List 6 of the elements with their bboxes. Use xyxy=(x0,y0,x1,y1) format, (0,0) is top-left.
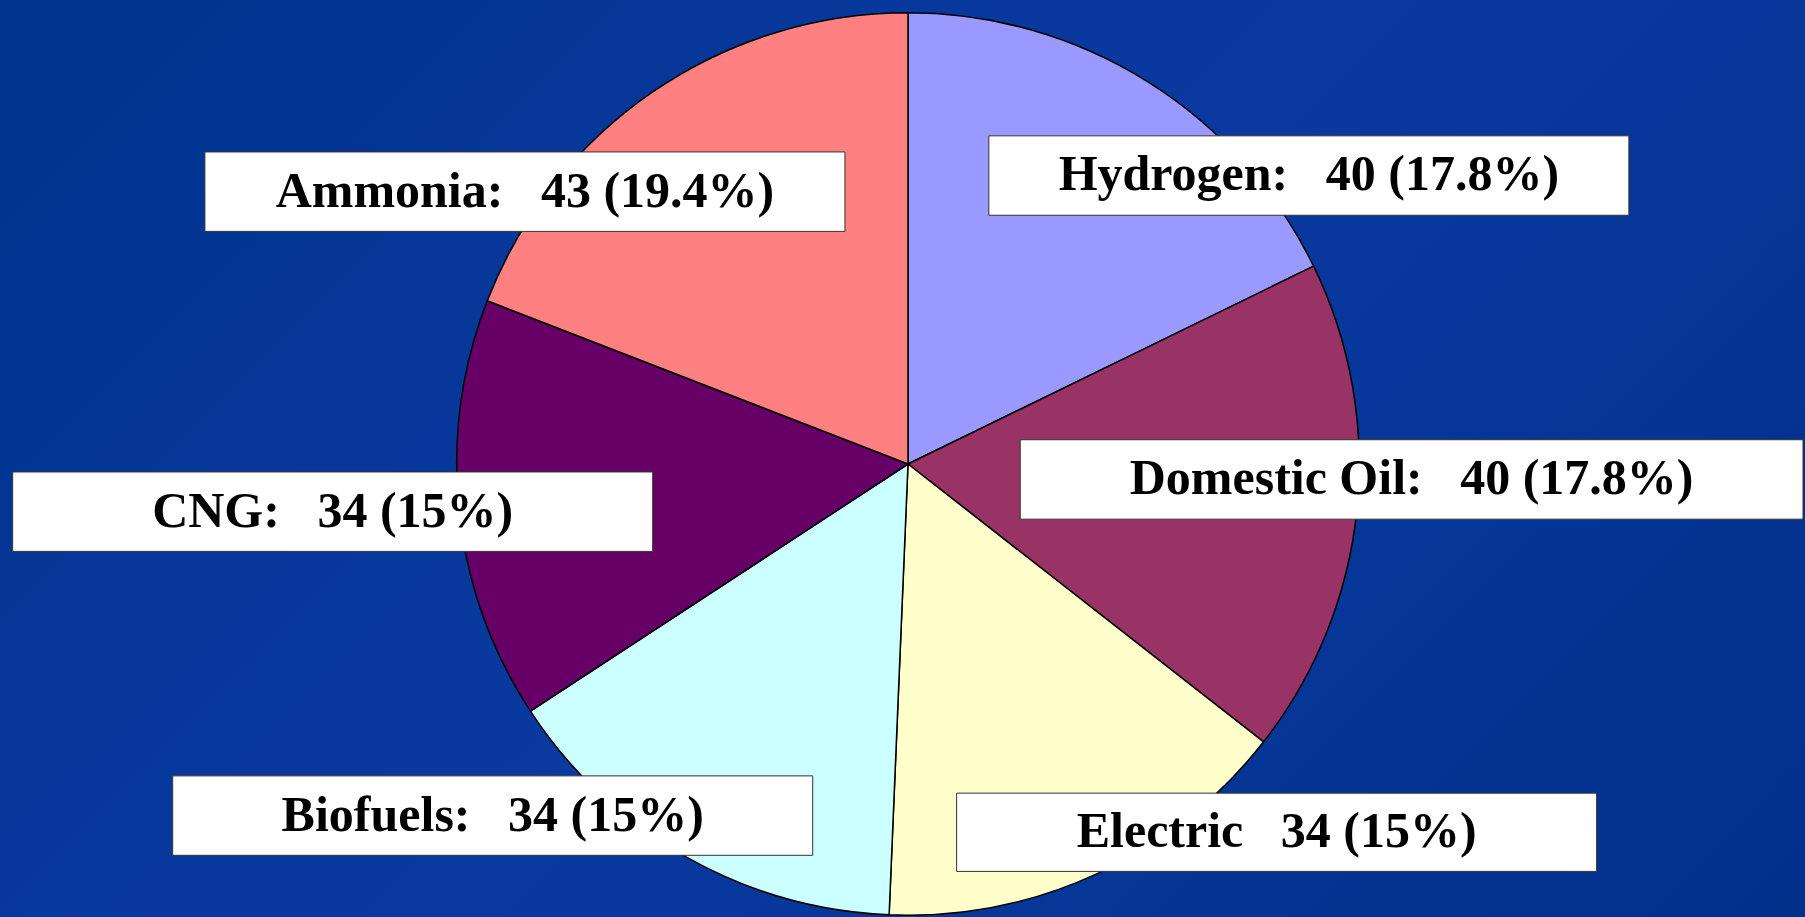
slice-label: CNG: 34 (15%) xyxy=(152,481,514,538)
slice-label: Biofuels: 34 (15%) xyxy=(281,785,704,842)
slice-label: Ammonia: 43 (19.4%) xyxy=(275,161,775,218)
slice-label: Domestic Oil: 40 (17.8%) xyxy=(1129,449,1694,506)
slice-label: Hydrogen: 40 (17.8%) xyxy=(1058,145,1560,202)
slice-label: Electric 34 (15%) xyxy=(1076,802,1477,859)
